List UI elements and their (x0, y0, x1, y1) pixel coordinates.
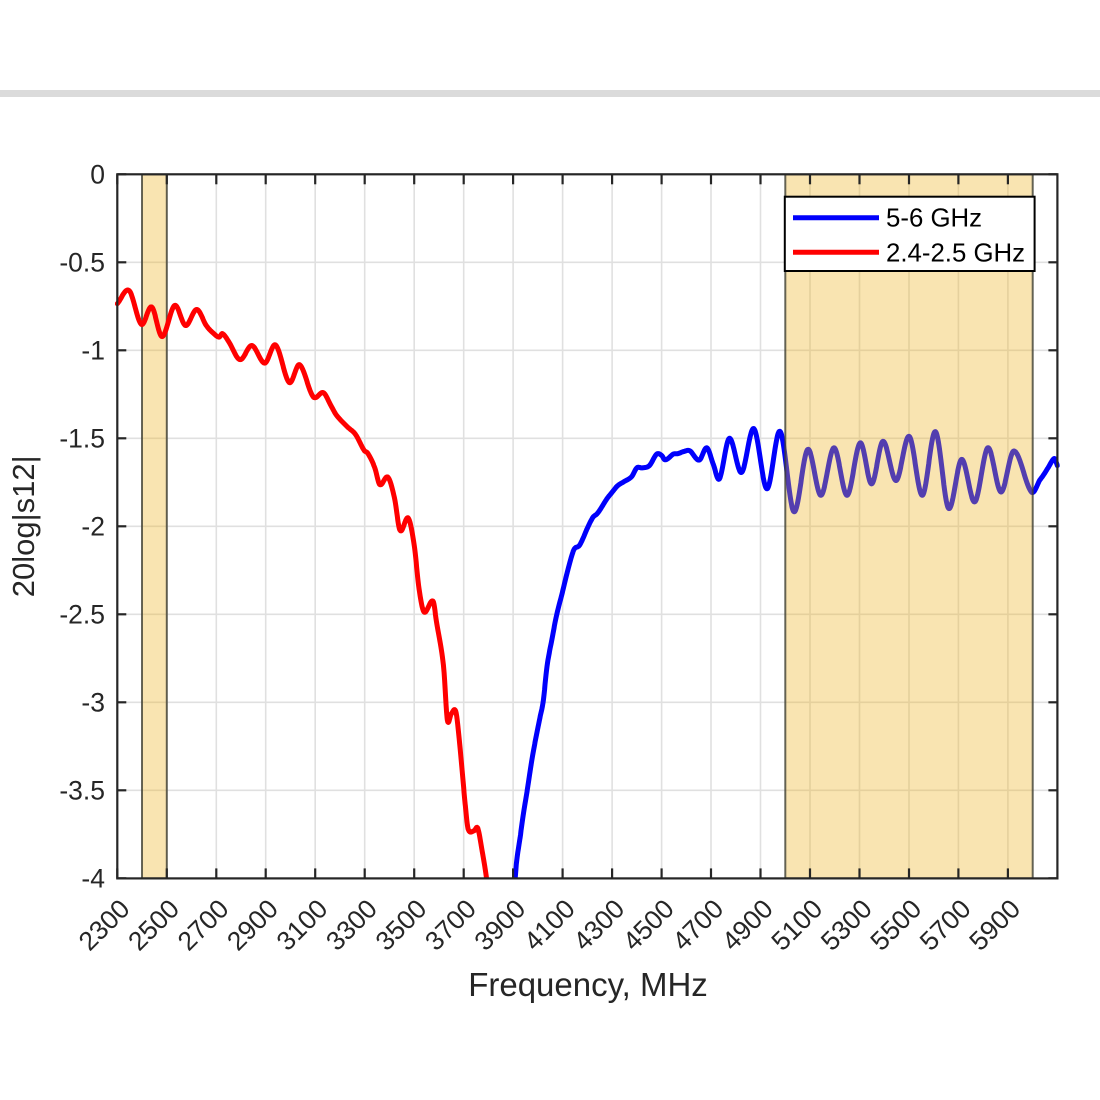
svg-text:3900: 3900 (468, 894, 531, 957)
svg-text:-3.5: -3.5 (59, 775, 105, 805)
svg-text:3100: 3100 (271, 894, 334, 957)
svg-text:-2.5: -2.5 (59, 599, 105, 629)
svg-text:20log|s12|: 20log|s12| (6, 455, 41, 597)
svg-text:-2: -2 (81, 511, 105, 541)
svg-text:5100: 5100 (765, 894, 828, 957)
svg-text:4700: 4700 (666, 894, 729, 957)
svg-text:3300: 3300 (320, 894, 383, 957)
svg-text:5-6 GHz: 5-6 GHz (886, 205, 982, 233)
svg-text:5500: 5500 (864, 894, 927, 957)
svg-text:4300: 4300 (567, 894, 630, 957)
svg-text:-4: -4 (81, 863, 105, 893)
svg-text:5700: 5700 (914, 894, 977, 957)
svg-text:2900: 2900 (221, 894, 284, 957)
svg-text:2700: 2700 (172, 894, 235, 957)
svg-text:3500: 3500 (370, 894, 433, 957)
svg-text:2500: 2500 (122, 894, 185, 957)
svg-text:-0.5: -0.5 (59, 247, 105, 277)
svg-text:5300: 5300 (815, 894, 878, 957)
svg-text:-3: -3 (81, 687, 105, 717)
svg-text:2300: 2300 (73, 894, 136, 957)
svg-text:3700: 3700 (419, 894, 482, 957)
svg-text:Frequency, MHz: Frequency, MHz (468, 966, 708, 1003)
svg-text:4900: 4900 (716, 894, 779, 957)
svg-text:2.4-2.5 GHz: 2.4-2.5 GHz (886, 239, 1025, 267)
svg-text:4100: 4100 (518, 894, 581, 957)
svg-text:5900: 5900 (963, 894, 1026, 957)
svg-text:0: 0 (90, 159, 105, 189)
svg-text:4500: 4500 (617, 894, 680, 957)
svg-text:-1.5: -1.5 (59, 423, 105, 453)
svg-text:-1: -1 (81, 335, 105, 365)
